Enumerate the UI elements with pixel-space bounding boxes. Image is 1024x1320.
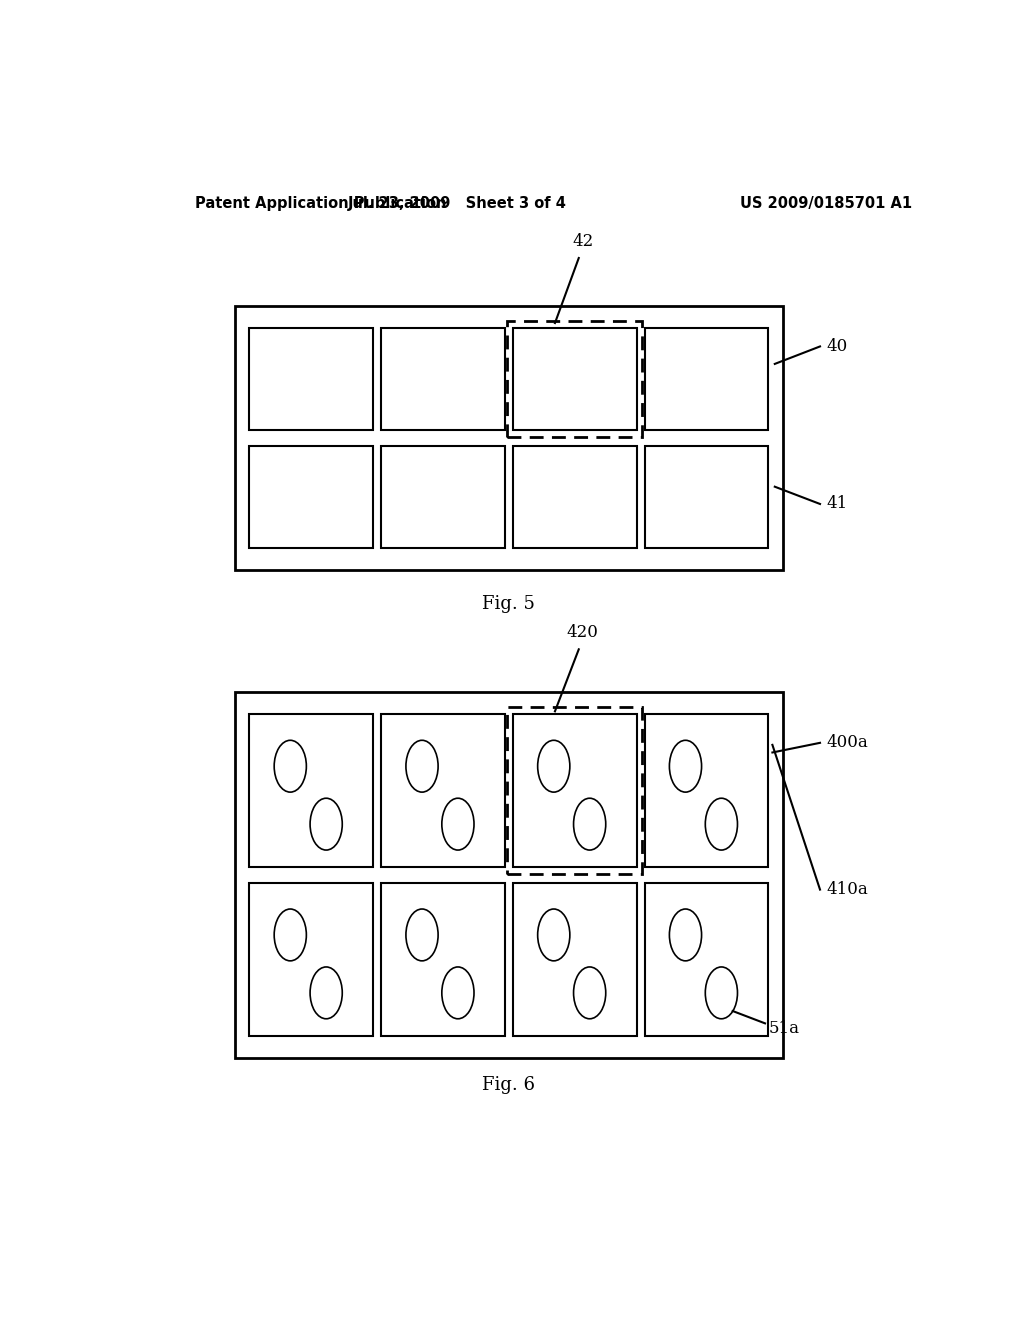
Text: 40: 40: [826, 338, 848, 355]
Ellipse shape: [310, 968, 342, 1019]
Bar: [513, 329, 637, 430]
Text: 51a: 51a: [769, 1020, 800, 1038]
Bar: [645, 883, 768, 1036]
Bar: [381, 883, 505, 1036]
Ellipse shape: [538, 741, 569, 792]
Ellipse shape: [538, 909, 569, 961]
Bar: [250, 446, 373, 548]
Bar: [381, 446, 505, 548]
Bar: [381, 329, 505, 430]
Ellipse shape: [274, 909, 306, 961]
Text: 410a: 410a: [826, 880, 868, 898]
Ellipse shape: [706, 799, 737, 850]
Ellipse shape: [406, 909, 438, 961]
Ellipse shape: [310, 799, 342, 850]
Bar: [236, 306, 782, 570]
Text: 400a: 400a: [826, 734, 868, 751]
Text: Fig. 6: Fig. 6: [482, 1076, 536, 1094]
Bar: [250, 883, 373, 1036]
Ellipse shape: [406, 741, 438, 792]
Ellipse shape: [670, 741, 701, 792]
Bar: [645, 329, 768, 430]
Text: Patent Application Publication: Patent Application Publication: [196, 197, 446, 211]
Ellipse shape: [274, 741, 306, 792]
Bar: [645, 714, 768, 867]
Bar: [507, 708, 642, 874]
Ellipse shape: [706, 968, 737, 1019]
Bar: [645, 446, 768, 548]
Ellipse shape: [573, 799, 606, 850]
Bar: [513, 446, 637, 548]
Ellipse shape: [573, 968, 606, 1019]
Bar: [381, 714, 505, 867]
Text: Jul. 23, 2009   Sheet 3 of 4: Jul. 23, 2009 Sheet 3 of 4: [348, 197, 566, 211]
Ellipse shape: [670, 909, 701, 961]
Bar: [507, 321, 642, 437]
Ellipse shape: [441, 968, 474, 1019]
Ellipse shape: [441, 799, 474, 850]
Bar: [250, 714, 373, 867]
Bar: [236, 692, 782, 1057]
Text: US 2009/0185701 A1: US 2009/0185701 A1: [740, 197, 912, 211]
Bar: [513, 883, 637, 1036]
Bar: [250, 329, 373, 430]
Bar: [513, 714, 637, 867]
Text: 420: 420: [567, 624, 599, 642]
Text: 41: 41: [826, 495, 848, 512]
Text: 42: 42: [572, 232, 593, 249]
Text: Fig. 5: Fig. 5: [482, 595, 536, 614]
